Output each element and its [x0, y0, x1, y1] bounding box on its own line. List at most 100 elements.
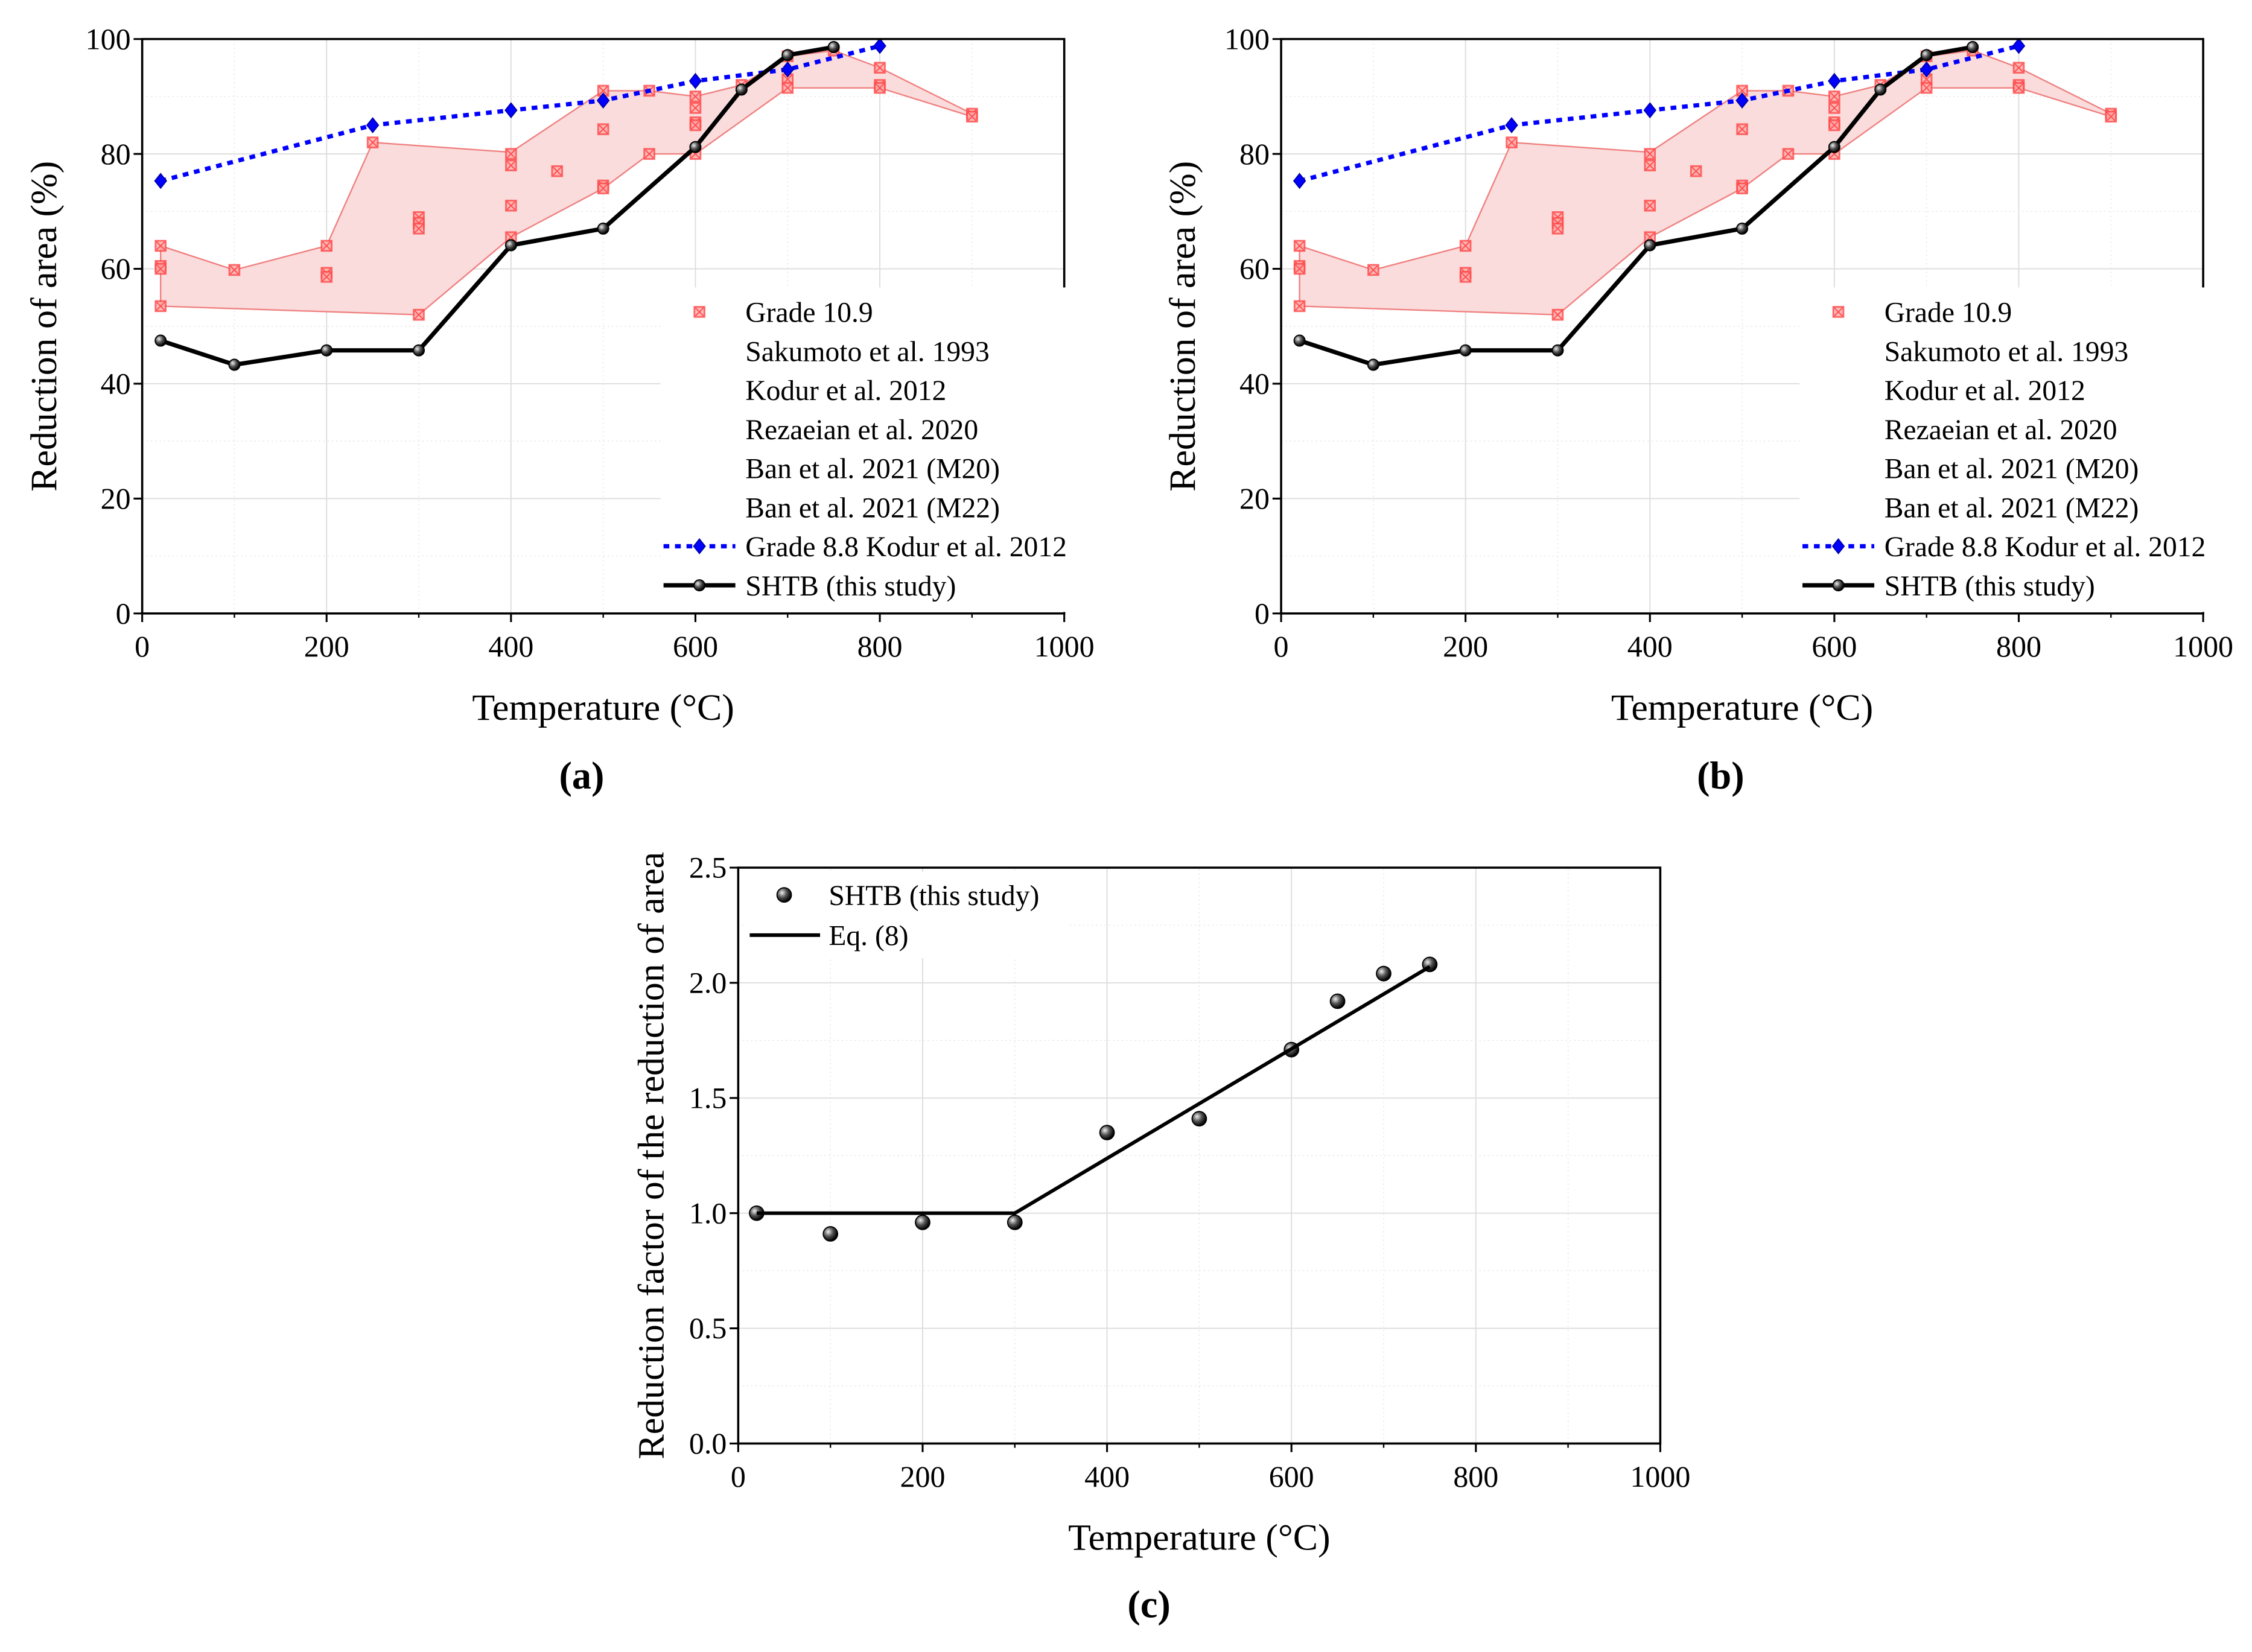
grade109-point-cross — [2014, 83, 2024, 93]
x-tick-label: 400 — [1084, 1460, 1130, 1493]
legend-entry: Sakumoto et al. 1993 — [745, 336, 990, 367]
shtb-point — [827, 41, 840, 54]
y-tick-label: 20 — [101, 481, 131, 515]
y-tick-label: 40 — [101, 367, 131, 401]
x-tick-label: 0 — [1274, 629, 1289, 663]
grade109-point-cross — [1507, 138, 1516, 147]
grade88-point — [1735, 92, 1749, 109]
grade109-point-cross — [229, 265, 240, 275]
grade88-point — [693, 538, 706, 554]
legend-entry: Kodur et al. 2012 — [745, 375, 946, 407]
grade88-point — [1643, 102, 1657, 119]
x-tick-label: 600 — [673, 629, 718, 663]
x-tick-label: 400 — [1627, 629, 1673, 663]
shtb-point — [1967, 41, 1979, 54]
grade109-point-cross — [2014, 63, 2024, 73]
shtb-point — [1329, 993, 1346, 1009]
grade109-point-cross — [1830, 120, 1839, 130]
grade109-point-cross — [1294, 241, 1305, 251]
equation-8-line — [756, 965, 1431, 1215]
shtb-point — [781, 49, 794, 62]
y-axis-title: Reduction factor of the reduction of are… — [631, 852, 672, 1460]
shtb-point — [735, 83, 748, 96]
grade109-point-cross — [875, 63, 885, 73]
shtb-point — [1099, 1125, 1115, 1140]
shtb-point — [1007, 1215, 1023, 1230]
shtb-point — [1874, 83, 1887, 96]
legend-entry: Ban et al. 2021 (M22) — [1885, 492, 2139, 524]
grade109-point-cross — [506, 200, 516, 211]
grade109-point-cross — [1553, 224, 1563, 234]
panel-label-a: (a) — [559, 754, 604, 797]
y-tick-label: 80 — [1239, 137, 1270, 171]
grade88-point — [689, 72, 702, 89]
legend-entry: SHTB (this study) — [1885, 571, 2095, 602]
panel-label-c: (c) — [1127, 1583, 1170, 1625]
legend: Grade 10.9 Sakumoto et al. 1993 Kodur et a… — [1799, 287, 2248, 612]
y-axis-title: Reduction of area (%) — [24, 161, 65, 492]
x-tick-label: 1000 — [2173, 629, 2233, 663]
y-tick-label: 2.5 — [689, 851, 727, 885]
grade88-point — [1293, 173, 1306, 189]
y-tick-label: 0 — [116, 596, 131, 630]
grade109-point-cross — [1553, 310, 1563, 320]
grade109-point-cross — [414, 224, 424, 234]
chart-panel-b: 0 200 400 600 800 1000 0 20 40 60 80 100 Temperature… — [1162, 22, 2248, 728]
grade109-point-cross — [1645, 200, 1655, 211]
grade109-point-cross — [1783, 149, 1793, 159]
grade109-point-cross — [414, 310, 424, 320]
grade109-point-cross — [690, 103, 701, 113]
grade109-point-cross — [695, 307, 704, 317]
shtb-point — [915, 1215, 930, 1230]
grade109-point-cross — [1737, 124, 1747, 134]
x-tick-label: 400 — [488, 629, 533, 663]
shtb-point — [1376, 965, 1392, 982]
grade109-point-cross — [1369, 265, 1378, 275]
legend: Grade 10.9 Sakumoto et al. 1993 Kodur et a… — [660, 287, 1109, 612]
x-tick-label: 200 — [900, 1460, 946, 1493]
grade88-point — [1920, 61, 1933, 78]
grade109-point-cross — [598, 86, 608, 96]
grade88-point — [1831, 538, 1845, 554]
grade109-point-cross — [156, 301, 166, 311]
grade109-point-cross — [1645, 149, 1655, 159]
legend-entry: Eq. (8) — [829, 921, 908, 952]
legend-entry: SHTB (this study) — [829, 880, 1039, 912]
shtb-point — [1832, 579, 1845, 592]
shtb-line — [160, 45, 835, 367]
shtb-point — [1293, 334, 1306, 347]
shtb-point — [228, 358, 241, 371]
legend-entry: Rezaeian et al. 2020 — [745, 415, 978, 446]
grade109-point-cross — [598, 124, 608, 134]
legend-entry: Sakumoto et al. 1993 — [1885, 336, 2129, 367]
grade88-point — [1828, 72, 1841, 89]
shtb-point — [504, 239, 517, 252]
y-tick-label: 0 — [1255, 596, 1270, 630]
shtb-point — [1459, 344, 1472, 357]
x-tick-label: 600 — [1269, 1460, 1314, 1493]
y-tick-label: 0.5 — [689, 1311, 727, 1345]
y-tick-label: 60 — [1239, 252, 1270, 285]
grade109-point-cross — [1294, 301, 1305, 311]
grade109-point-cross — [967, 112, 977, 122]
grade109-point-cross — [1294, 264, 1305, 274]
chart-panel-a: 0 200 400 600 800 1000 0 20 40 60 80 100 Temperature… — [24, 22, 1109, 728]
shtb-point — [1191, 1111, 1207, 1127]
grade109-point-cross — [690, 92, 701, 101]
grade109-point-cross — [1645, 160, 1655, 170]
legend-entry: Rezaeian et al. 2020 — [1885, 415, 2117, 446]
legend-background — [660, 287, 1109, 612]
shtb-point — [693, 579, 706, 592]
grade109-point-cross — [1830, 92, 1839, 101]
grade109-point-cross — [783, 83, 793, 93]
x-tick-label: 600 — [1811, 629, 1857, 663]
x-tick-label: 800 — [1996, 629, 2041, 663]
shtb-point — [1828, 141, 1840, 153]
grade109-point-cross — [1460, 272, 1471, 282]
y-tick-label: 1.0 — [689, 1196, 727, 1230]
legend-entry: Grade 10.9 — [1885, 297, 2012, 329]
shtb-point — [1920, 49, 1933, 62]
x-axis-title: Temperature (°C) — [472, 687, 734, 728]
x-axis-title: Temperature (°C) — [1068, 1517, 1330, 1558]
y-tick-label: 1.5 — [689, 1081, 727, 1114]
